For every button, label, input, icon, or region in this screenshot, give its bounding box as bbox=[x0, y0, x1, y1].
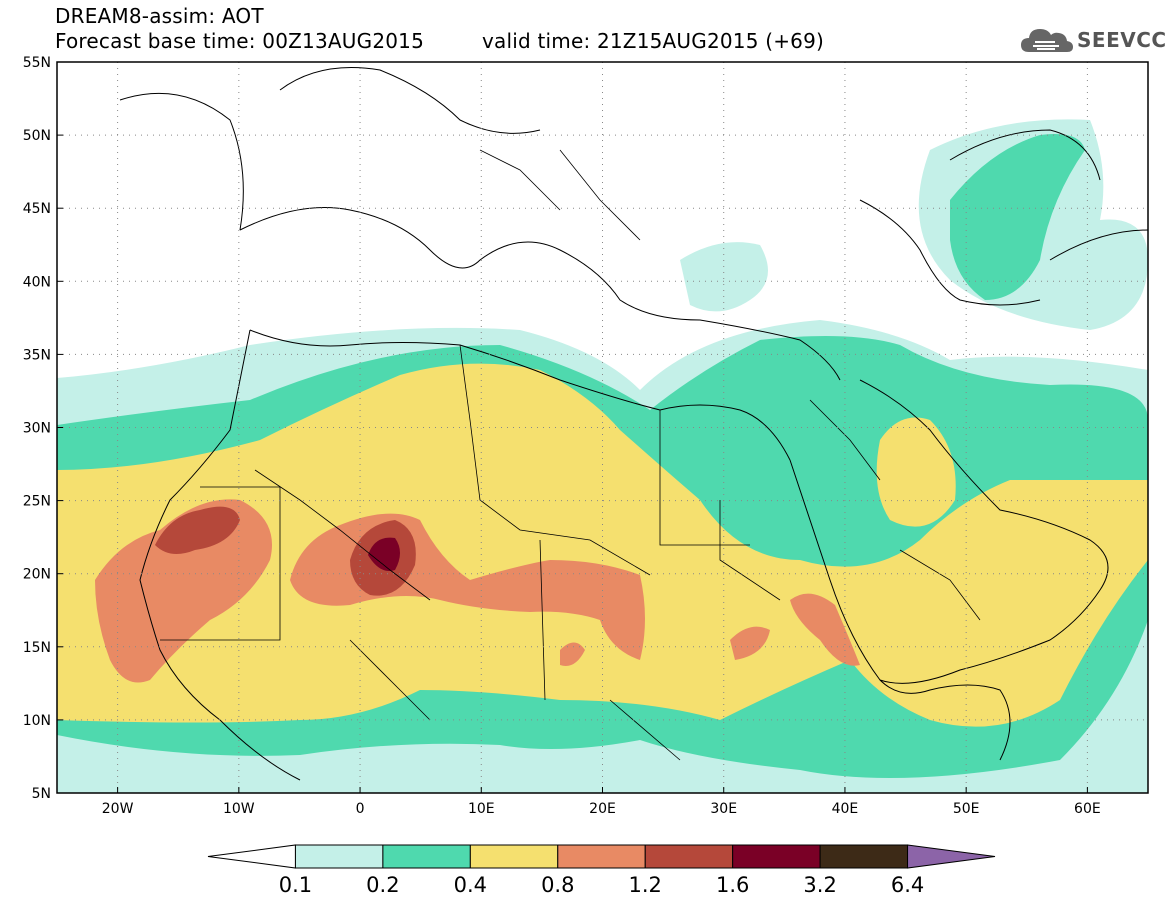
cloud-icon bbox=[1021, 29, 1073, 52]
colorbar: 0.1 0.2 0.4 0.8 1.2 1.6 3.2 6.4 bbox=[207, 844, 996, 897]
title-line-1: DREAM8-assim: AOT bbox=[55, 4, 264, 28]
colorbar-label: 0.1 bbox=[279, 873, 312, 897]
lat-label: 40N bbox=[23, 274, 51, 290]
coastlines bbox=[57, 62, 1148, 790]
colorbar-swatch bbox=[382, 844, 471, 869]
colorbar-label: 0.2 bbox=[366, 873, 399, 897]
colorbar-label: 3.2 bbox=[803, 873, 836, 897]
colorbar-swatch bbox=[819, 844, 909, 869]
aot-level-0.8-sudan bbox=[730, 626, 770, 660]
forecast-base-time: Forecast base time: 00Z13AUG2015 bbox=[55, 29, 425, 53]
lon-label: 50E bbox=[953, 801, 980, 817]
aot-level-1.6 bbox=[368, 537, 400, 571]
colorbar-swatch bbox=[207, 844, 296, 869]
seevccc-logo: SEEVCCC bbox=[1019, 22, 1165, 56]
valid-time: valid time: 21Z15AUG2015 (+69) bbox=[482, 29, 825, 53]
lat-label: 20N bbox=[23, 567, 51, 583]
lon-label: 30E bbox=[710, 801, 737, 817]
logo-text: SEEVCCC bbox=[1077, 28, 1165, 52]
axis-labels: 55N 50N 45N 40N 35N 30N 25N 20N 15N 10N 5N 20W 10W 0 1… bbox=[23, 55, 1101, 817]
aot-field bbox=[57, 62, 1148, 793]
aot-level-0.2-caspian bbox=[950, 134, 1085, 300]
colorbar-swatch bbox=[732, 844, 821, 869]
colorbar-swatch bbox=[644, 844, 734, 869]
lon-label: 0 bbox=[356, 801, 365, 817]
colorbar-label: 6.4 bbox=[891, 873, 924, 897]
lat-label: 35N bbox=[23, 347, 51, 363]
colorbar-label: 1.2 bbox=[629, 873, 662, 897]
lat-label: 45N bbox=[23, 201, 51, 217]
lon-label: 60E bbox=[1074, 801, 1101, 817]
lon-label: 10E bbox=[468, 801, 495, 817]
aot-level-0.8-eritrea bbox=[790, 593, 860, 666]
aot-level-0.8 bbox=[95, 499, 272, 683]
lat-label: 55N bbox=[23, 55, 51, 71]
lon-label: 20E bbox=[589, 801, 616, 817]
aot-level-1.2 bbox=[155, 506, 240, 554]
colorbar-label: 0.4 bbox=[454, 873, 487, 897]
lat-label: 10N bbox=[23, 713, 51, 729]
colorbar-swatch bbox=[907, 844, 996, 869]
axis-ticks bbox=[57, 61, 1088, 794]
lat-label: 25N bbox=[23, 494, 51, 510]
colorbar-swatch bbox=[469, 844, 559, 869]
lon-label: 10W bbox=[223, 801, 255, 817]
lat-label: 30N bbox=[23, 421, 51, 437]
aot-level-0.4-arabia bbox=[876, 417, 956, 527]
colorbar-label: 1.6 bbox=[716, 873, 749, 897]
colorbar-swatch bbox=[557, 844, 646, 869]
lat-label: 5N bbox=[32, 786, 51, 802]
aot-level-0.1-levant bbox=[680, 242, 768, 312]
lat-label: 50N bbox=[23, 128, 51, 144]
borders bbox=[160, 149, 981, 761]
colorbar-swatch bbox=[294, 844, 384, 869]
lon-label: 20W bbox=[102, 801, 134, 817]
colorbar-label: 0.8 bbox=[541, 873, 574, 897]
aot-level-0.4 bbox=[57, 363, 1148, 727]
lon-label: 40E bbox=[832, 801, 859, 817]
lat-label: 15N bbox=[23, 640, 51, 656]
aot-level-0.8-mali bbox=[560, 642, 585, 666]
